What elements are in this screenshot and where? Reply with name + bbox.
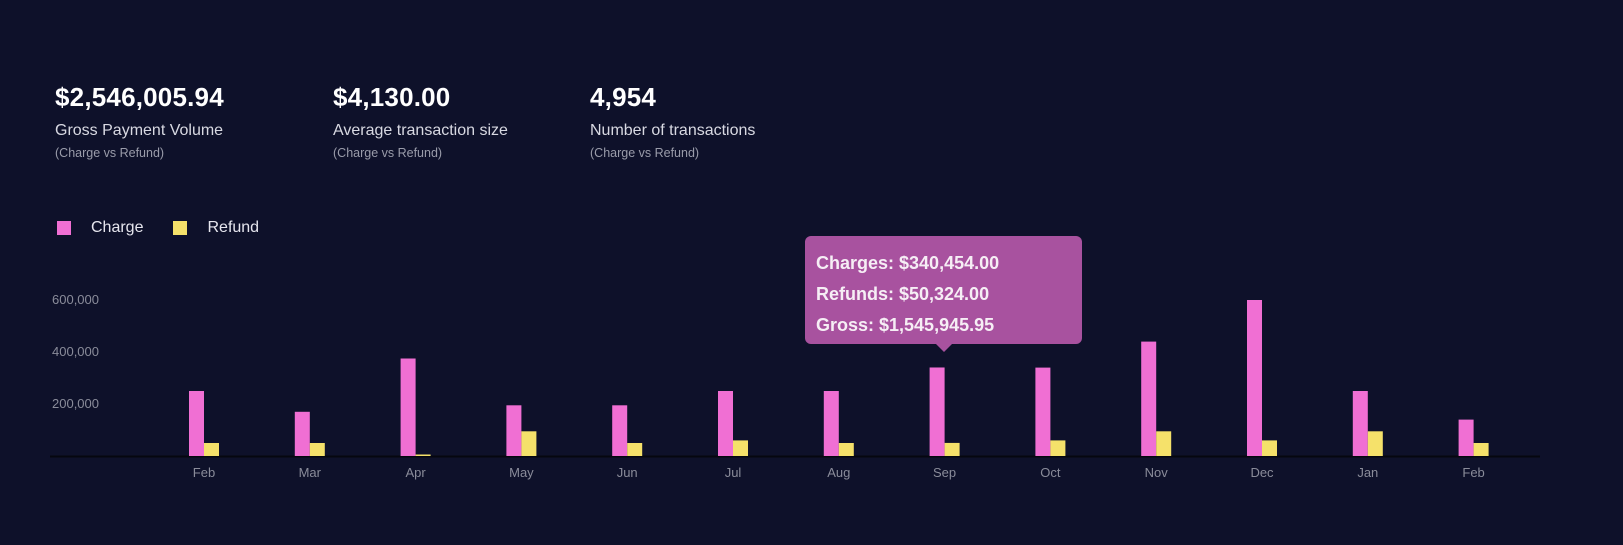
- stat-sub: (Charge vs Refund): [590, 146, 700, 160]
- bar-charge[interactable]: [1035, 367, 1051, 456]
- stat-value: $2,546,005.94: [55, 82, 224, 112]
- stat-label: Gross Payment Volume: [55, 122, 224, 139]
- x-tick-label: Aug: [827, 465, 850, 480]
- y-tick-label: 400,000: [52, 344, 99, 359]
- bar-charge[interactable]: [1247, 300, 1262, 456]
- stat-value: $4,130.00: [333, 82, 451, 112]
- legend-label-charge[interactable]: Charge: [91, 219, 144, 236]
- stat-label: Number of transactions: [590, 122, 756, 139]
- bar-refund[interactable]: [1050, 440, 1066, 456]
- x-tick-label: Jan: [1357, 465, 1378, 480]
- bar-charge[interactable]: [1352, 391, 1368, 456]
- bar-refund[interactable]: [415, 454, 431, 457]
- x-tick-label: Dec: [1250, 465, 1274, 480]
- bar-refund[interactable]: [627, 443, 643, 456]
- x-tick-label: Feb: [193, 465, 215, 480]
- x-tick-label: Sep: [933, 465, 956, 480]
- legend: Charge Refund: [57, 219, 289, 237]
- y-tick-label: 600,000: [52, 292, 99, 307]
- bar-refund[interactable]: [309, 443, 325, 456]
- bar-charge[interactable]: [1141, 341, 1157, 456]
- legend-swatch-charge: [57, 221, 71, 235]
- bar-refund[interactable]: [1156, 431, 1172, 456]
- bar-charge[interactable]: [823, 391, 839, 456]
- x-tick-label: May: [509, 465, 534, 480]
- bar-charge[interactable]: [294, 411, 310, 456]
- x-tick-label: Mar: [299, 465, 322, 480]
- bar-refund[interactable]: [204, 443, 219, 456]
- bar-charge[interactable]: [189, 391, 204, 456]
- bar-refund[interactable]: [1473, 443, 1489, 456]
- stat-avg-transaction: $4,130.00 Average transaction size (Char…: [333, 82, 508, 160]
- legend-swatch-refund: [173, 221, 188, 235]
- bar-charge[interactable]: [400, 358, 416, 457]
- bar-charge[interactable]: [612, 405, 628, 456]
- stat-label: Average transaction size: [333, 122, 508, 139]
- x-tick-label: Apr: [405, 465, 426, 480]
- stat-gross-volume: $2,546,005.94 Gross Payment Volume (Char…: [55, 82, 224, 160]
- tooltip-gross: Gross: $1,545,945.95: [816, 315, 995, 335]
- bar-charge[interactable]: [506, 405, 522, 456]
- stat-sub: (Charge vs Refund): [55, 146, 165, 160]
- x-tick-label: Oct: [1040, 465, 1061, 480]
- bar-charge[interactable]: [929, 367, 945, 456]
- x-tick-label: Jul: [725, 465, 742, 480]
- bar-refund[interactable]: [944, 442, 960, 456]
- tooltip-charges: Charges: $340,454.00: [816, 253, 1000, 273]
- x-tick-label: Feb: [1462, 465, 1484, 480]
- bar-refund[interactable]: [521, 431, 537, 456]
- stat-transaction-count: 4,954 Number of transactions (Charge vs …: [590, 82, 755, 160]
- bar-refund[interactable]: [1262, 440, 1277, 456]
- stat-sub: (Charge vs Refund): [333, 146, 443, 160]
- tooltip: Charges: $340,454.00 Refunds: $50,324.00…: [805, 236, 1082, 352]
- y-tick-label: 200,000: [52, 396, 99, 411]
- x-tick-label: Jun: [617, 465, 638, 480]
- stat-value: 4,954: [590, 82, 657, 112]
- x-tick-label: Nov: [1145, 465, 1169, 480]
- bar-refund[interactable]: [1367, 431, 1383, 456]
- bar-refund[interactable]: [733, 440, 748, 456]
- bar-charge[interactable]: [1458, 419, 1474, 456]
- bar-charge[interactable]: [718, 391, 733, 456]
- legend-label-refund[interactable]: Refund: [207, 219, 260, 236]
- bar-refund[interactable]: [838, 443, 854, 456]
- tooltip-refunds: Refunds: $50,324.00: [816, 284, 990, 304]
